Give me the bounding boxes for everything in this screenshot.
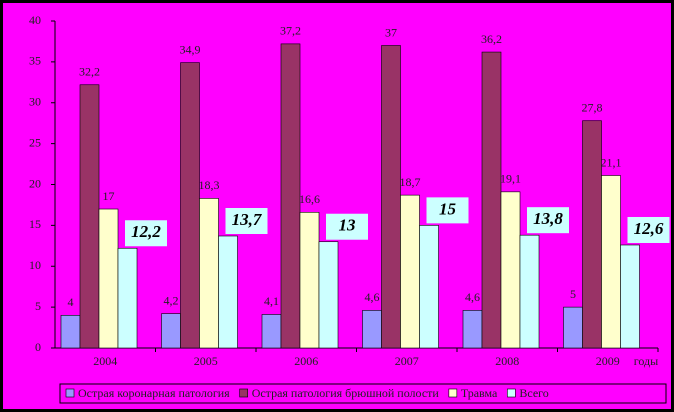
bar: [117, 247, 138, 349]
x-tick-label: 2007: [395, 354, 419, 368]
legend-swatch: [448, 388, 458, 398]
value-label-box: [426, 197, 469, 224]
bar: [218, 235, 238, 349]
x-tick-label: 2008: [495, 354, 519, 368]
legend-label: Острая патология брюшной полости: [252, 386, 440, 400]
x-tick-label: 2004: [93, 354, 117, 368]
bar: [519, 234, 540, 349]
value-label: 4,2: [164, 293, 179, 307]
bar: [362, 310, 382, 349]
value-label: 4,6: [365, 290, 380, 304]
x-axis-label: годы: [634, 354, 658, 368]
bar: [462, 310, 483, 349]
bar: [261, 314, 282, 349]
legend-label: Острая коронарная патология: [78, 386, 230, 400]
bar: [199, 198, 219, 349]
value-label: 13: [339, 216, 357, 235]
bar: [381, 45, 401, 349]
value-label: 4,1: [264, 294, 279, 308]
bar: [280, 43, 301, 349]
x-tick-label: 2006: [294, 354, 318, 368]
bar: [400, 194, 420, 349]
y-tick-label: 15: [29, 217, 41, 231]
bar: [161, 313, 181, 349]
bar: [563, 306, 583, 349]
y-tick-label: 35: [29, 54, 41, 68]
legend-box: [59, 383, 667, 404]
value-label: 4: [68, 295, 74, 309]
x-tick-label: 2005: [194, 354, 218, 368]
value-label-box: [125, 220, 167, 247]
value-label: 15: [439, 199, 457, 218]
value-label: 5: [570, 287, 576, 301]
value-label-box: [527, 207, 569, 234]
bar: [79, 84, 100, 349]
y-tick-label: 25: [29, 135, 41, 149]
value-label-box: [326, 213, 368, 240]
x-tick-label: 2009: [596, 354, 620, 368]
bar: [500, 191, 521, 349]
y-tick-label: 30: [29, 95, 41, 109]
value-label: 16,6: [299, 192, 320, 206]
legend-label: Всего: [519, 386, 548, 400]
y-tick-label: 10: [29, 258, 41, 272]
value-label: 12,6: [634, 219, 664, 238]
value-label: 21,1: [601, 155, 622, 169]
bar: [601, 175, 621, 349]
value-label: 37,2: [280, 24, 301, 38]
y-tick-label: 40: [29, 13, 41, 27]
bar: [419, 225, 439, 349]
value-label: 13,8: [533, 209, 563, 228]
value-label: 18,7: [400, 175, 421, 189]
value-label: 13,7: [232, 210, 263, 229]
legend-swatch: [65, 388, 75, 398]
y-tick-label: 0: [35, 340, 41, 354]
bar: [180, 62, 200, 349]
bar: [299, 211, 320, 349]
bar: [481, 51, 502, 349]
bar: [318, 241, 339, 349]
value-label: 37: [385, 25, 397, 39]
value-label: 32,2: [79, 65, 100, 79]
value-label: 17: [103, 189, 115, 203]
value-label: 4,6: [465, 290, 480, 304]
value-label: 19,1: [500, 172, 521, 186]
bar: [620, 244, 640, 349]
value-label: 27,8: [582, 100, 603, 114]
value-label: 12,2: [131, 222, 161, 241]
value-label: 36,2: [481, 32, 502, 46]
value-label: 18,3: [199, 178, 220, 192]
bar: [582, 120, 602, 349]
legend-swatch: [507, 388, 516, 398]
value-label: 34,9: [180, 42, 201, 56]
value-label-box: [225, 208, 268, 235]
legend-swatch: [239, 388, 248, 398]
y-tick-label: 5: [35, 299, 41, 313]
bar: [98, 208, 119, 349]
legend-label: Травма: [461, 386, 498, 400]
value-label-box: [627, 216, 670, 243]
bar: [60, 314, 81, 349]
y-tick-label: 20: [29, 176, 41, 190]
